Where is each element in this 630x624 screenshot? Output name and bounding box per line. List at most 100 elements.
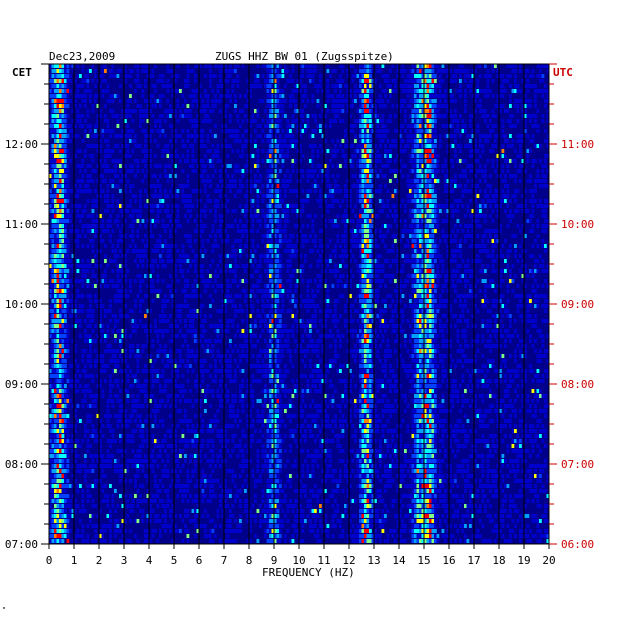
spectrogram-cell (129, 234, 132, 238)
spectrogram-cell (151, 129, 155, 133)
spectrogram-cell (49, 194, 52, 198)
spectrogram-cell (481, 89, 485, 93)
spectrogram-cell (154, 219, 157, 223)
spectrogram-cell (361, 234, 365, 238)
spectrogram-cell (514, 194, 517, 198)
spectrogram-cell (359, 74, 362, 78)
spectrogram-cell (371, 104, 375, 108)
spectrogram-cell (289, 264, 292, 268)
spectrogram-cell (356, 144, 360, 148)
spectrogram-cell (269, 104, 272, 108)
spectrogram-cell (446, 184, 450, 188)
spectrogram-cell (209, 179, 212, 183)
spectrogram-cell (51, 239, 55, 243)
spectrogram-cell (499, 299, 502, 303)
spectrogram-cell (361, 249, 365, 253)
spectrogram-cell (281, 264, 285, 268)
spectrogram-cell (51, 109, 55, 113)
spectrogram-cell (141, 299, 145, 303)
spectrogram-cell (266, 194, 270, 198)
spectrogram-cell (226, 299, 230, 303)
spectrogram-cell (294, 284, 297, 288)
spectrogram-cell (249, 84, 252, 88)
spectrogram-cell (446, 249, 450, 253)
spectrogram-cell (529, 114, 532, 118)
spectrogram-cell (81, 139, 85, 143)
spectrogram-cell (474, 244, 477, 248)
spectrogram-cell (186, 69, 190, 73)
spectrogram-cell (269, 269, 272, 273)
spectrogram-cell (349, 239, 352, 243)
spectrogram-cell (211, 99, 215, 103)
spectrogram-cell (496, 174, 500, 178)
spectrogram-cell (119, 264, 122, 268)
spectrogram-cell (266, 89, 270, 93)
spectrogram-cell (411, 89, 415, 93)
spectrogram-cell (136, 264, 140, 268)
spectrogram-cell (316, 99, 320, 103)
spectrogram-cell (296, 209, 300, 213)
spectrogram-cell (406, 184, 410, 188)
spectrogram-cell (379, 139, 382, 143)
spectrogram-cell (84, 74, 87, 78)
spectrogram-cell (486, 264, 490, 268)
spectrogram-cell (451, 144, 455, 148)
spectrogram-cell (256, 79, 260, 83)
spectrogram-cell (414, 224, 417, 228)
spectrogram-cell (409, 274, 412, 278)
spectrogram-cell (254, 109, 257, 113)
spectrogram-cell (529, 189, 532, 193)
spectrogram-cell (406, 259, 410, 263)
spectrogram-cell (394, 169, 397, 173)
spectrogram-cell (141, 149, 145, 153)
spectrogram-cell (424, 289, 427, 293)
spectrogram-cell (146, 149, 150, 153)
spectrogram-cell (256, 219, 260, 223)
spectrogram-cell (291, 99, 295, 103)
spectrogram-cell (284, 214, 287, 218)
spectrogram-cell (209, 159, 212, 163)
spectrogram-cell (506, 164, 510, 168)
spectrogram-cell (476, 84, 480, 88)
spectrogram-cell (414, 144, 417, 148)
spectrogram-cell (59, 109, 62, 113)
spectrogram-cell (236, 294, 240, 298)
spectrogram-cell (509, 64, 512, 68)
spectrogram-cell (459, 299, 462, 303)
spectrogram-cell (144, 144, 147, 148)
spectrogram-cell (416, 134, 420, 138)
spectrogram-cell (276, 279, 280, 283)
spectrogram-cell (101, 179, 105, 183)
spectrogram-cell (541, 269, 545, 273)
spectrogram-cell (106, 229, 110, 233)
spectrogram-cell (224, 94, 227, 98)
spectrogram-cell (441, 64, 445, 68)
spectrogram-cell (384, 244, 387, 248)
spectrogram-cell (366, 184, 370, 188)
spectrogram-cell (366, 144, 370, 148)
spectrogram-cell (76, 279, 80, 283)
spectrogram-cell (119, 169, 122, 173)
spectrogram-cell (456, 184, 460, 188)
spectrogram-cell (441, 104, 445, 108)
spectrogram-cell (411, 274, 415, 278)
spectrogram-cell (419, 284, 422, 288)
spectrogram-cell (414, 299, 417, 303)
spectrogram-cell (544, 184, 547, 188)
spectrogram-cell (371, 269, 375, 273)
spectrogram-cell (366, 94, 370, 98)
spectrogram-cell (139, 254, 142, 258)
spectrogram-cell (194, 124, 197, 128)
spectrogram-cell (271, 264, 275, 268)
spectrogram-cell (416, 199, 420, 203)
spectrogram-cell (51, 79, 55, 83)
spectrogram-cell (439, 209, 442, 213)
spectrogram-cell (206, 94, 210, 98)
spectrogram-cell (244, 204, 247, 208)
spectrogram-cell (444, 284, 447, 288)
spectrogram-cell (156, 219, 160, 223)
spectrogram-cell (211, 154, 215, 158)
spectrogram-cell (476, 194, 480, 198)
spectrogram-cell (151, 219, 155, 223)
spectrogram-cell (419, 259, 422, 263)
